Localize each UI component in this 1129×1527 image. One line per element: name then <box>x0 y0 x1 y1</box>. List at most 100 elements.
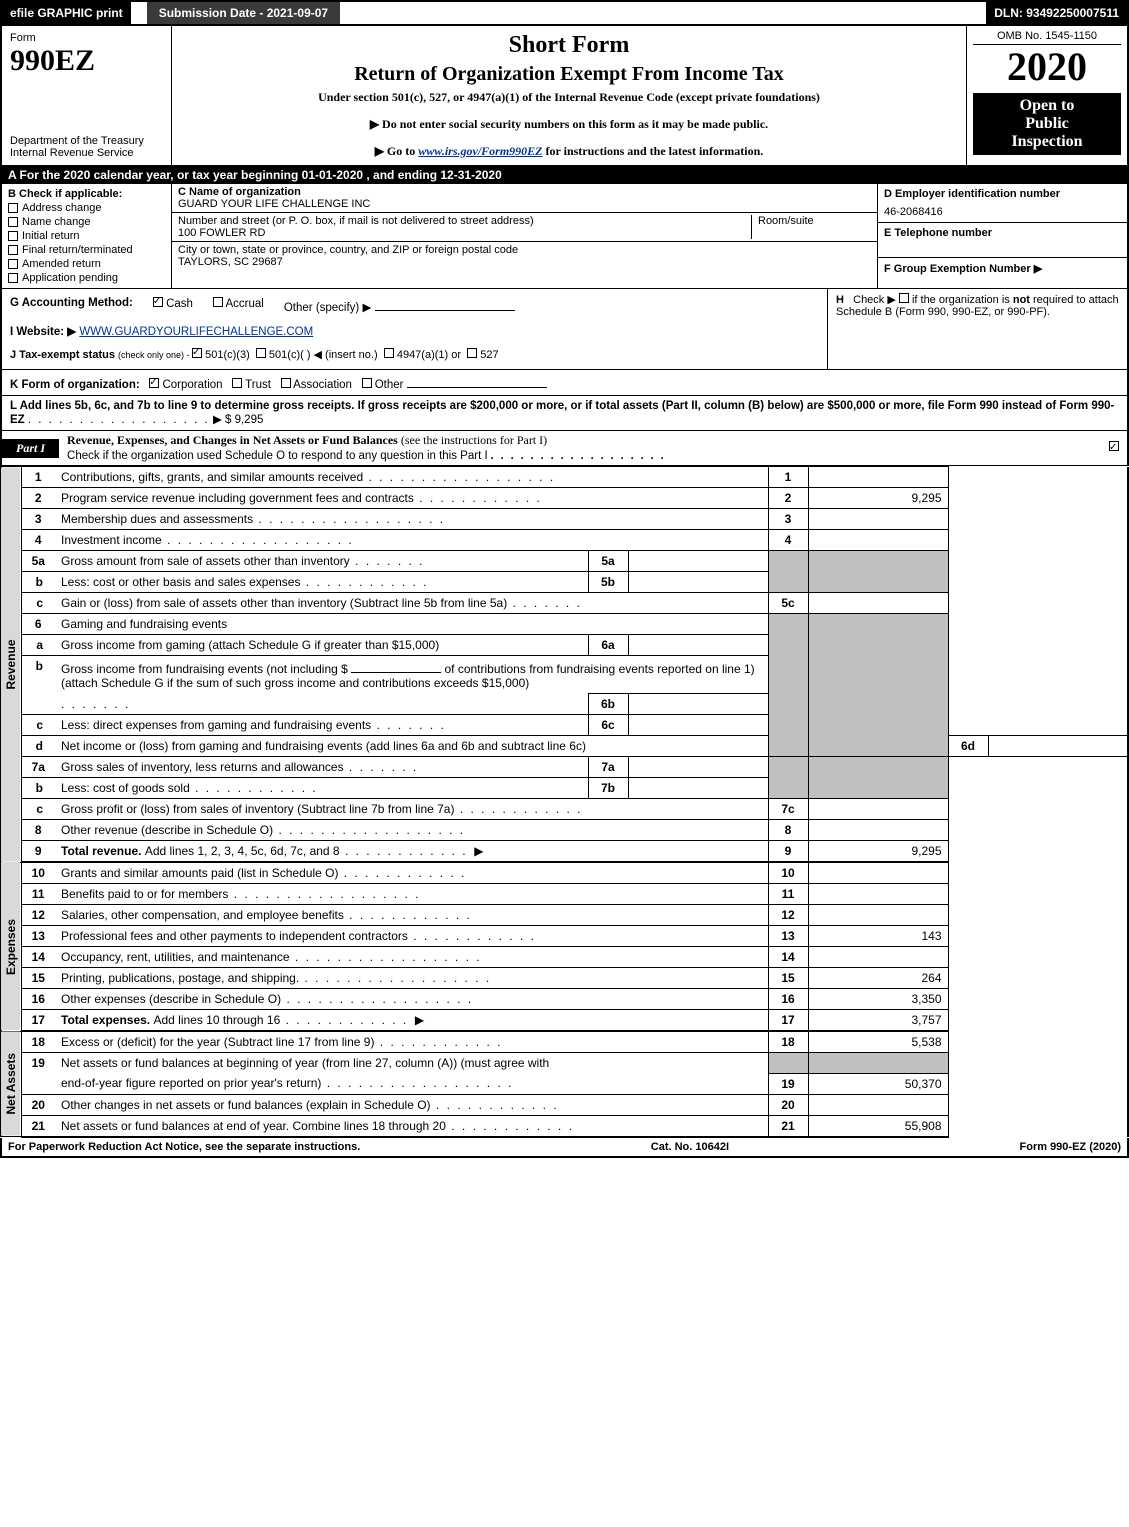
chk-application-pending[interactable]: Application pending <box>8 272 165 284</box>
row-2: 2Program service revenue including gover… <box>1 488 1128 509</box>
line-I: I Website: ▶ WWW.GUARDYOURLIFECHALLENGE.… <box>10 324 819 338</box>
footer-right: Form 990-EZ (2020) <box>1020 1141 1122 1153</box>
chk-name-change[interactable]: Name change <box>8 216 165 228</box>
website-link[interactable]: WWW.GUARDYOURLIFECHALLENGE.COM <box>79 326 313 338</box>
row-18: Net Assets 18Excess or (deficit) for the… <box>1 1031 1128 1053</box>
footer-left: For Paperwork Reduction Act Notice, see … <box>8 1141 360 1153</box>
footer-mid: Cat. No. 10642I <box>651 1141 729 1153</box>
opt-label: 501(c)( ) ◀ (insert no.) <box>269 349 378 361</box>
short-form-title: Short Form <box>180 32 958 59</box>
header-right: OMB No. 1545-1150 2020 Open to Public In… <box>967 26 1127 165</box>
underline-field[interactable] <box>375 297 515 311</box>
l19-val: 50,370 <box>808 1073 948 1094</box>
section-B: B Check if applicable: Address change Na… <box>2 184 172 288</box>
underline-field[interactable] <box>351 659 441 673</box>
leader-dots <box>340 844 468 858</box>
chk-initial-return[interactable]: Initial return <box>8 230 165 242</box>
K-label: K Form of organization: <box>10 379 140 391</box>
room-suite: Room/suite <box>751 215 871 239</box>
D-label: D Employer identification number <box>884 188 1121 200</box>
ein-value: 46-2068416 <box>884 206 1121 218</box>
H-box: if the organization is <box>912 294 1013 306</box>
G-cash[interactable]: Cash <box>153 297 193 314</box>
leader-dots <box>344 760 419 774</box>
K-trust[interactable]: Trust <box>232 379 271 391</box>
J-o4[interactable]: 527 <box>467 349 498 361</box>
L-amt-lbl: ▶ $ <box>213 414 235 426</box>
l5a-desc: Gross amount from sale of assets other t… <box>61 554 350 568</box>
l7a-desc: Gross sales of inventory, less returns a… <box>61 760 344 774</box>
l16-desc: Other expenses (describe in Schedule O) <box>61 992 281 1006</box>
part-tag: Part I <box>2 439 59 458</box>
leader-dots <box>491 448 666 462</box>
l9-desc: Total revenue. <box>61 844 145 858</box>
row-16: 16Other expenses (describe in Schedule O… <box>1 989 1128 1010</box>
row-9: 9Total revenue. Add lines 1, 2, 3, 4, 5c… <box>1 841 1128 863</box>
row-7b: bLess: cost of goods sold7b <box>1 778 1128 799</box>
l6d-desc: Net income or (loss) from gaming and fun… <box>55 736 768 757</box>
irs-link[interactable]: www.irs.gov/Form990EZ <box>418 144 542 158</box>
part-I-bar: Part I Revenue, Expenses, and Changes in… <box>0 431 1129 466</box>
l6a-desc: Gross income from gaming (attach Schedul… <box>55 635 588 656</box>
part-chk-text: Check if the organization used Schedule … <box>67 450 488 462</box>
section-C: C Name of organization GUARD YOUR LIFE C… <box>172 184 877 288</box>
line-H: H Check ▶ if the organization is not req… <box>827 289 1127 369</box>
checkbox-icon[interactable] <box>899 293 909 303</box>
checkbox-icon <box>8 231 18 241</box>
checkbox-icon <box>384 348 394 358</box>
K-corp[interactable]: Corporation <box>149 379 222 391</box>
G-other[interactable]: Other (specify) ▶ <box>284 297 515 314</box>
G-accrual[interactable]: Accrual <box>213 297 264 314</box>
l7c-desc: Gross profit or (loss) from sales of inv… <box>61 802 454 816</box>
leader-dots <box>273 823 465 837</box>
underline-field[interactable] <box>407 374 547 388</box>
subtitle-2: ▶ Do not enter social security numbers o… <box>180 117 958 132</box>
chk-label: Final return/terminated <box>22 244 133 256</box>
chk-amended-return[interactable]: Amended return <box>8 258 165 270</box>
efile-print-button[interactable]: efile GRAPHIC print <box>2 2 131 24</box>
J-o3[interactable]: 4947(a)(1) or <box>384 349 461 361</box>
opt-label: Trust <box>245 379 271 391</box>
leader-dots <box>281 992 473 1006</box>
open-inspection: Open to Public Inspection <box>973 93 1121 155</box>
city-label: City or town, state or province, country… <box>178 244 518 256</box>
row-12: 12Salaries, other compensation, and empl… <box>1 905 1128 926</box>
K-assoc[interactable]: Association <box>281 379 352 391</box>
K-other[interactable]: Other <box>362 379 404 391</box>
dept-treasury: Department of the Treasury Internal Reve… <box>10 135 163 159</box>
row-5b: bLess: cost or other basis and sales exp… <box>1 572 1128 593</box>
line-G: G Accounting Method: Cash Accrual Other … <box>10 297 819 314</box>
open-l3: Inspection <box>1011 133 1082 150</box>
leader-dots <box>228 887 420 901</box>
J-o2[interactable]: 501(c)( ) ◀ (insert no.) <box>256 349 378 361</box>
J-o1[interactable]: 501(c)(3) <box>192 349 250 361</box>
leader-dots <box>61 697 130 711</box>
l2-val: 9,295 <box>808 488 948 509</box>
subtitle-3: ▶ Go to www.irs.gov/Form990EZ for instru… <box>180 144 958 159</box>
main-title: Return of Organization Exempt From Incom… <box>180 63 958 86</box>
l18-val: 5,538 <box>808 1031 948 1053</box>
topbar: efile GRAPHIC print Submission Date - 20… <box>0 0 1129 26</box>
chk-final-return[interactable]: Final return/terminated <box>8 244 165 256</box>
city-value: TAYLORS, SC 29687 <box>178 256 283 268</box>
opt-label: 4947(a)(1) or <box>397 349 461 361</box>
row-C-addr: Number and street (or P. O. box, if mail… <box>172 213 877 242</box>
l13-desc: Professional fees and other payments to … <box>61 929 408 943</box>
part-checkbox[interactable] <box>1101 439 1127 458</box>
l5b-desc: Less: cost or other basis and sales expe… <box>61 575 300 589</box>
l9-val: 9,295 <box>808 841 948 863</box>
leader-dots <box>431 1098 559 1112</box>
row-20: 20Other changes in net assets or fund ba… <box>1 1094 1128 1115</box>
header-left: Form 990EZ Department of the Treasury In… <box>2 26 172 165</box>
line-A: A For the 2020 calendar year, or tax yea… <box>0 166 1129 184</box>
vlabel-expenses: Expenses <box>1 862 21 1031</box>
chk-address-change[interactable]: Address change <box>8 202 165 214</box>
row-C-name: C Name of organization GUARD YOUR LIFE C… <box>172 184 877 213</box>
row-14: 14Occupancy, rent, utilities, and mainte… <box>1 947 1128 968</box>
row-19b: end-of-year figure reported on prior yea… <box>1 1073 1128 1094</box>
leader-dots <box>299 971 491 985</box>
row-C-city: City or town, state or province, country… <box>172 242 877 270</box>
sub3-post: for instructions and the latest informat… <box>543 144 764 158</box>
leader-dots <box>371 718 446 732</box>
sub3-pre: ▶ Go to <box>375 144 419 158</box>
